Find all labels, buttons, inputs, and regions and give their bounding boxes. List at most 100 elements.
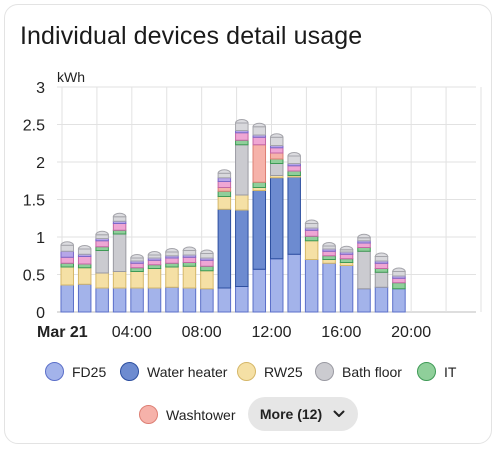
bar-segment (60, 256, 74, 264)
bar-cap (182, 246, 197, 251)
bar-segment (374, 268, 389, 273)
x-tick-label: Mar 21 (37, 324, 88, 341)
bar-segment (200, 288, 214, 313)
bar-segment (60, 266, 74, 286)
x-tick-label: 12:00 (251, 324, 291, 341)
bar-segment (95, 250, 109, 274)
usage-bar-chart[interactable]: kWh 0 0.5 1 1.5 2 2.5 3 Mar 21 04:00 08:00 12:00 16:… (0, 0, 498, 345)
bar-segment (165, 262, 179, 268)
bar-segment (112, 287, 127, 313)
bar-cap (269, 133, 284, 138)
bar-segment (322, 255, 336, 260)
bar-segment (217, 187, 232, 192)
x-tick-label: 20:00 (391, 324, 431, 341)
bar-segment (165, 266, 179, 288)
bar-segment (165, 286, 179, 313)
bar-segment (77, 267, 92, 285)
bar-cap (392, 267, 406, 272)
bar-cap (304, 219, 319, 224)
bar-segment (200, 253, 214, 259)
bar-cap (95, 230, 109, 236)
legend-item-bath-floor[interactable]: Bath floor (315, 362, 402, 381)
x-tick-label: 08:00 (182, 324, 222, 341)
legend-label-it: IT (444, 363, 457, 380)
bar-cap (200, 249, 214, 254)
legend-item-washtower[interactable]: Washtower (139, 405, 236, 424)
bar-cap (357, 233, 371, 239)
legend-label-fd25: FD25 (72, 363, 107, 380)
legend-label-water-heater: Water heater (147, 363, 228, 380)
bar-segment (130, 271, 144, 289)
bar-segment (304, 259, 319, 313)
bar-segment (217, 196, 232, 210)
legend-item-water-heater[interactable]: Water heater (120, 362, 227, 381)
bar-segment (374, 286, 389, 313)
bar-segment (287, 176, 301, 255)
bar-segment (339, 253, 354, 260)
bar-segment (235, 139, 249, 146)
bar-segment (217, 177, 232, 182)
bar-segment (357, 250, 371, 290)
bar-segment (200, 265, 214, 272)
bar-segment (235, 144, 249, 196)
bar-segment (357, 288, 371, 313)
bar-cap (287, 152, 301, 157)
bar-segment (357, 242, 371, 248)
bar-segment (374, 271, 389, 288)
bar-segment (269, 163, 284, 176)
bar-segment (60, 250, 74, 258)
bar-segment (147, 264, 162, 269)
chevron-down-icon (333, 410, 345, 417)
bar-segment (287, 165, 301, 172)
legend-item-it[interactable]: IT (417, 362, 456, 381)
legend-item-fd25[interactable]: FD25 (45, 362, 106, 381)
bar-segment (269, 158, 284, 164)
bar-cap (77, 245, 92, 250)
bar-segment (392, 271, 406, 277)
legend-swatch-washtower (139, 405, 158, 424)
bar-segment (182, 250, 197, 256)
legend-swatch-bath-floor (315, 362, 334, 381)
bar-segment (339, 258, 354, 263)
legend-swatch-fd25 (45, 362, 64, 381)
bar-segment (304, 229, 319, 237)
card-title: Individual devices detail usage (20, 22, 363, 50)
bar-segment (322, 259, 336, 264)
bar-cap (374, 252, 389, 257)
bar-cap (130, 254, 144, 259)
bar-segment (287, 170, 301, 176)
y-tick-label: 1 (36, 230, 45, 247)
bar-segment (235, 132, 249, 141)
bar-segment (217, 181, 232, 188)
bar-segment (147, 268, 162, 289)
legend-item-rw25[interactable]: RW25 (237, 362, 303, 381)
bar-segment (252, 268, 267, 313)
bar-cap (147, 251, 162, 256)
bar-segment (217, 287, 232, 313)
bar-segment (60, 244, 74, 252)
bar-segment (200, 270, 214, 290)
bar-segment (112, 216, 127, 222)
bar-segment (77, 263, 92, 269)
bar-segment (112, 229, 127, 235)
bar-segment (269, 258, 284, 313)
bar-cap (165, 248, 179, 253)
bar-segment (269, 136, 284, 146)
more-button[interactable]: More (12) (248, 397, 358, 431)
bar-segment (252, 181, 267, 188)
bar-segment (77, 256, 92, 265)
bar-segment (392, 277, 406, 284)
x-tick-label: 16:00 (321, 324, 361, 341)
legend-label-washtower: Washtower (166, 406, 236, 423)
bar-segment (357, 247, 371, 252)
bar-segment (374, 262, 389, 269)
bar-segment (182, 287, 197, 313)
bar-segment (304, 235, 319, 242)
bar-segment (304, 240, 319, 260)
bar-segment (182, 256, 197, 263)
bar-segment (217, 190, 232, 197)
bar-segment (235, 122, 249, 131)
bar-segment (217, 172, 232, 179)
bar-segment (252, 136, 267, 146)
bar-segment (95, 234, 109, 239)
